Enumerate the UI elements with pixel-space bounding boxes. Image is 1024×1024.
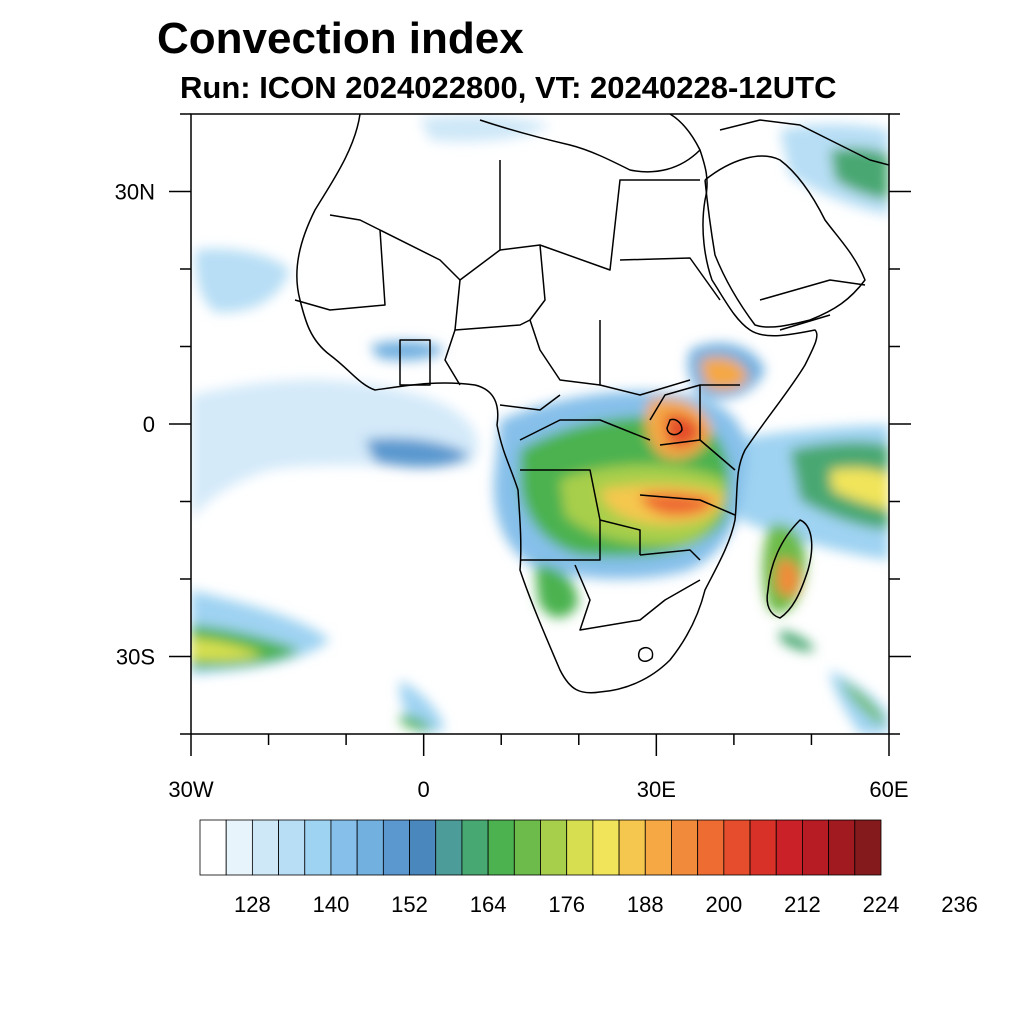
- colorbar-label: 176: [548, 892, 585, 917]
- colorbar-swatch: [487, 819, 515, 876]
- colorbar-swatch: [723, 819, 751, 876]
- coastlines: [294, 114, 889, 694]
- colorbar-swatch: [592, 819, 620, 876]
- y-label: 0: [143, 412, 155, 437]
- colorbar-label: 188: [627, 892, 664, 917]
- y-label: 30N: [115, 180, 155, 205]
- colorbar-swatch: [828, 819, 856, 876]
- colorbar-swatch: [461, 819, 489, 876]
- colorbar-label: 128: [234, 892, 271, 917]
- colorbar-label: 224: [863, 892, 900, 917]
- convection-field: [191, 115, 889, 734]
- colorbar-swatch: [356, 819, 384, 876]
- x-label: 30E: [637, 777, 676, 802]
- colorbar: [199, 819, 882, 876]
- x-label: 60E: [869, 777, 908, 802]
- colorbar-swatch: [775, 819, 803, 876]
- colorbar-label: 164: [470, 892, 507, 917]
- colorbar-swatch: [566, 819, 594, 876]
- colorbar-swatch: [513, 819, 541, 876]
- colorbar-label: 236: [941, 892, 978, 917]
- x-label: 30W: [168, 777, 213, 802]
- colorbar-swatch: [330, 819, 358, 876]
- colorbar-swatch: [644, 819, 672, 876]
- colorbar-swatch: [435, 819, 463, 876]
- colorbar-swatch: [225, 819, 253, 876]
- colorbar-labels: 128 140 152 164 176 188 200 212 224 236: [234, 892, 978, 917]
- colorbar-swatch: [697, 819, 725, 876]
- colorbar-swatch: [304, 819, 332, 876]
- colorbar-swatch: [540, 819, 568, 876]
- colorbar-swatch: [251, 819, 279, 876]
- colorbar-swatch: [278, 819, 306, 876]
- colorbar-label: 152: [391, 892, 428, 917]
- colorbar-label: 140: [313, 892, 350, 917]
- colorbar-swatch: [854, 819, 882, 876]
- chart-subtitle: Run: ICON 2024022800, VT: 20240228-12UTC: [180, 70, 837, 105]
- axis-ticks: [169, 113, 911, 756]
- y-label: 30S: [116, 645, 155, 670]
- colorbar-label: 212: [784, 892, 821, 917]
- x-label: 0: [418, 777, 430, 802]
- colorbar-swatch: [199, 819, 227, 876]
- colorbar-label: 200: [705, 892, 742, 917]
- colorbar-swatch: [409, 819, 437, 876]
- colorbar-swatch: [618, 819, 646, 876]
- colorbar-swatch: [382, 819, 410, 876]
- colorbar-swatch: [749, 819, 777, 876]
- colorbar-swatch: [802, 819, 830, 876]
- colorbar-swatch: [671, 819, 699, 876]
- chart-title: Convection index: [157, 14, 524, 63]
- y-axis-labels: 30N 0 30S: [115, 180, 155, 670]
- x-axis-labels: 30W 0 30E 60E: [168, 777, 908, 802]
